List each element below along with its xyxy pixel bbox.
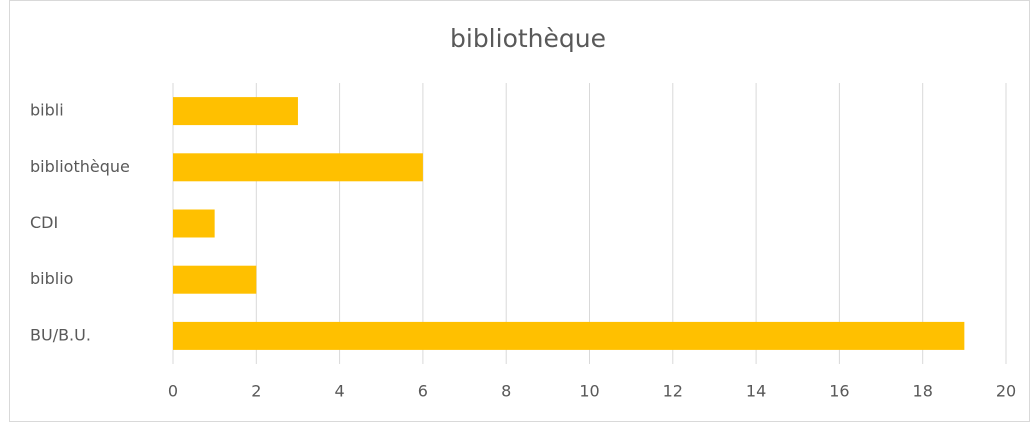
- x-tick-label: 8: [501, 382, 511, 401]
- x-tick-label: 6: [418, 382, 428, 401]
- y-tick-label: CDI: [30, 213, 58, 232]
- x-tick-label: 16: [829, 382, 849, 401]
- y-tick-label: bibli: [30, 101, 64, 120]
- x-tick-label: 2: [251, 382, 261, 401]
- bar: [173, 265, 257, 294]
- x-tick-label: 14: [746, 382, 766, 401]
- bar: [173, 153, 423, 182]
- bar: [173, 97, 298, 126]
- x-tick-label: 20: [996, 382, 1016, 401]
- bar: [173, 321, 965, 350]
- x-tick-label: 4: [335, 382, 345, 401]
- y-tick-label: BU/B.U.: [30, 325, 91, 344]
- chart-title: bibliothèque: [450, 24, 606, 53]
- bar: [173, 209, 215, 238]
- y-tick-label: bibliothèque: [30, 157, 130, 176]
- x-tick-label: 18: [913, 382, 933, 401]
- x-tick-label: 0: [168, 382, 178, 401]
- y-tick-label: biblio: [30, 269, 73, 288]
- x-tick-label: 10: [579, 382, 599, 401]
- x-tick-label: 12: [663, 382, 683, 401]
- chart-frame: [9, 0, 1030, 422]
